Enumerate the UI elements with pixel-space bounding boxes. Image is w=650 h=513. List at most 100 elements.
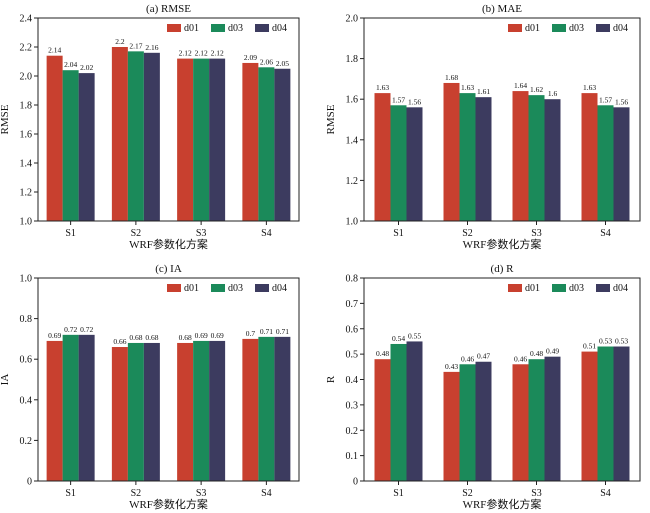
bar-d04-S4 — [613, 346, 630, 481]
x-tick-label: S4 — [600, 228, 611, 239]
bar-d03-S2 — [127, 51, 144, 221]
data-label: 2.17 — [129, 41, 142, 50]
data-label: 1.68 — [445, 73, 458, 82]
y-tick-label: 0 — [353, 477, 358, 488]
bar-d03-S2 — [127, 342, 144, 481]
data-label: 0.69 — [195, 331, 208, 340]
bar-d01-S4 — [581, 93, 598, 221]
data-label: 2.12 — [211, 49, 224, 58]
data-label: 2.2 — [115, 37, 125, 46]
bar-d01-S2 — [111, 347, 128, 481]
bar-d03-S1 — [390, 105, 407, 221]
data-label: 0.49 — [546, 347, 559, 356]
data-label: 2.16 — [145, 43, 158, 52]
data-label: 1.6 — [548, 89, 558, 98]
data-label: 1.62 — [530, 85, 543, 94]
bar-d01-S4 — [581, 351, 598, 481]
chart-title: (d) R — [491, 263, 515, 275]
data-label: 1.56 — [615, 97, 628, 106]
bar-d04-S1 — [78, 73, 95, 221]
bar-d03-S3 — [528, 95, 545, 221]
y-axis-label: RMSE — [325, 104, 337, 134]
bar-d03-S4 — [258, 67, 275, 221]
bar-d01-S2 — [443, 82, 460, 222]
bar-d01-S3 — [177, 58, 194, 221]
legend-swatch-d01 — [167, 24, 181, 32]
y-tick-label: 2.0 — [20, 72, 33, 83]
y-tick-label: 1.8 — [346, 54, 359, 65]
x-tick-label: S4 — [600, 488, 611, 499]
bar-d03-S3 — [193, 58, 210, 221]
y-axis-label: RMSE — [0, 104, 11, 134]
bar-d03-S3 — [193, 340, 210, 481]
legend-swatch-d03 — [211, 284, 225, 292]
y-tick-label: 0.6 — [346, 324, 359, 335]
bar-d04-S2 — [143, 342, 160, 481]
legend-swatch-d03 — [552, 284, 566, 292]
data-label: 0.47 — [477, 352, 490, 361]
plot-frame — [37, 17, 300, 222]
y-tick-label: 1.2 — [20, 188, 33, 199]
y-tick-label: 1.8 — [20, 101, 33, 112]
y-tick-label: 0.2 — [20, 436, 33, 447]
legend-label-d01: d01 — [525, 23, 540, 34]
bar-d01-S3 — [177, 342, 194, 481]
y-tick-label: 2.2 — [20, 43, 33, 54]
legend-swatch-d03 — [211, 24, 225, 32]
data-label: 2.05 — [276, 59, 289, 68]
data-label: 0.71 — [260, 327, 273, 336]
data-label: 0.66 — [113, 337, 126, 346]
y-tick-label: 0.4 — [346, 375, 359, 386]
x-tick-label: S4 — [261, 488, 272, 499]
data-label: 1.63 — [583, 83, 596, 92]
bar-d04-S2 — [475, 361, 492, 481]
y-tick-label: 0.5 — [346, 350, 359, 361]
legend-swatch-d04 — [596, 24, 610, 32]
y-tick-label: 2.4 — [20, 14, 33, 25]
x-tick-label: S1 — [393, 488, 404, 499]
bar-d01-S1 — [374, 359, 391, 481]
y-tick-label: 0.8 — [20, 314, 33, 325]
x-axis-label: WRF参数化方案 — [463, 497, 542, 511]
data-label: 0.68 — [129, 333, 142, 342]
legend-label-d04: d04 — [272, 283, 287, 294]
legend-label-d03: d03 — [569, 283, 584, 294]
data-label: 0.43 — [445, 362, 458, 371]
x-axis-label: WRF参数化方案 — [463, 237, 542, 251]
data-label: 2.02 — [80, 63, 93, 72]
x-tick-label: S4 — [261, 228, 272, 239]
x-tick-label: S2 — [462, 228, 473, 239]
bar-d04-S2 — [475, 97, 492, 221]
bar-d01-S3 — [512, 91, 529, 221]
data-label: 1.56 — [408, 97, 421, 106]
y-tick-label: 1.6 — [346, 95, 359, 106]
legend-label-d03: d03 — [569, 23, 584, 34]
legend-swatch-d04 — [596, 284, 610, 292]
data-label: 0.48 — [530, 349, 543, 358]
data-label: 2.14 — [48, 46, 61, 55]
legend-label-d01: d01 — [184, 283, 199, 294]
bar-d03-S2 — [459, 93, 476, 221]
bar-d04-S2 — [143, 52, 160, 221]
bar-d04-S1 — [406, 107, 423, 221]
data-label: 0.54 — [392, 334, 405, 343]
legend-swatch-d01 — [508, 284, 522, 292]
bar-d01-S3 — [512, 364, 529, 481]
bar-d04-S4 — [613, 107, 630, 221]
x-tick-label: S3 — [196, 228, 207, 239]
y-tick-label: 1.0 — [20, 217, 33, 228]
data-label: 0.71 — [276, 327, 289, 336]
legend-swatch-d04 — [255, 24, 269, 32]
bar-d04-S3 — [544, 356, 561, 481]
plot-frame — [363, 17, 641, 222]
x-axis-label: WRF参数化方案 — [129, 497, 208, 511]
y-axis-label: R — [325, 375, 337, 383]
data-label: 0.51 — [583, 342, 596, 351]
bar-d03-S4 — [597, 105, 614, 221]
y-tick-label: 0.7 — [346, 299, 359, 310]
data-label: 1.64 — [514, 81, 527, 90]
legend-label-d03: d03 — [228, 23, 243, 34]
chart-panel-0: (a) RMSE 1.0 1.2 1.4 1.6 1.8 2.0 2.2 2.4 RMSE S1 2.… — [0, 3, 300, 251]
bar-d04-S3 — [544, 99, 561, 221]
